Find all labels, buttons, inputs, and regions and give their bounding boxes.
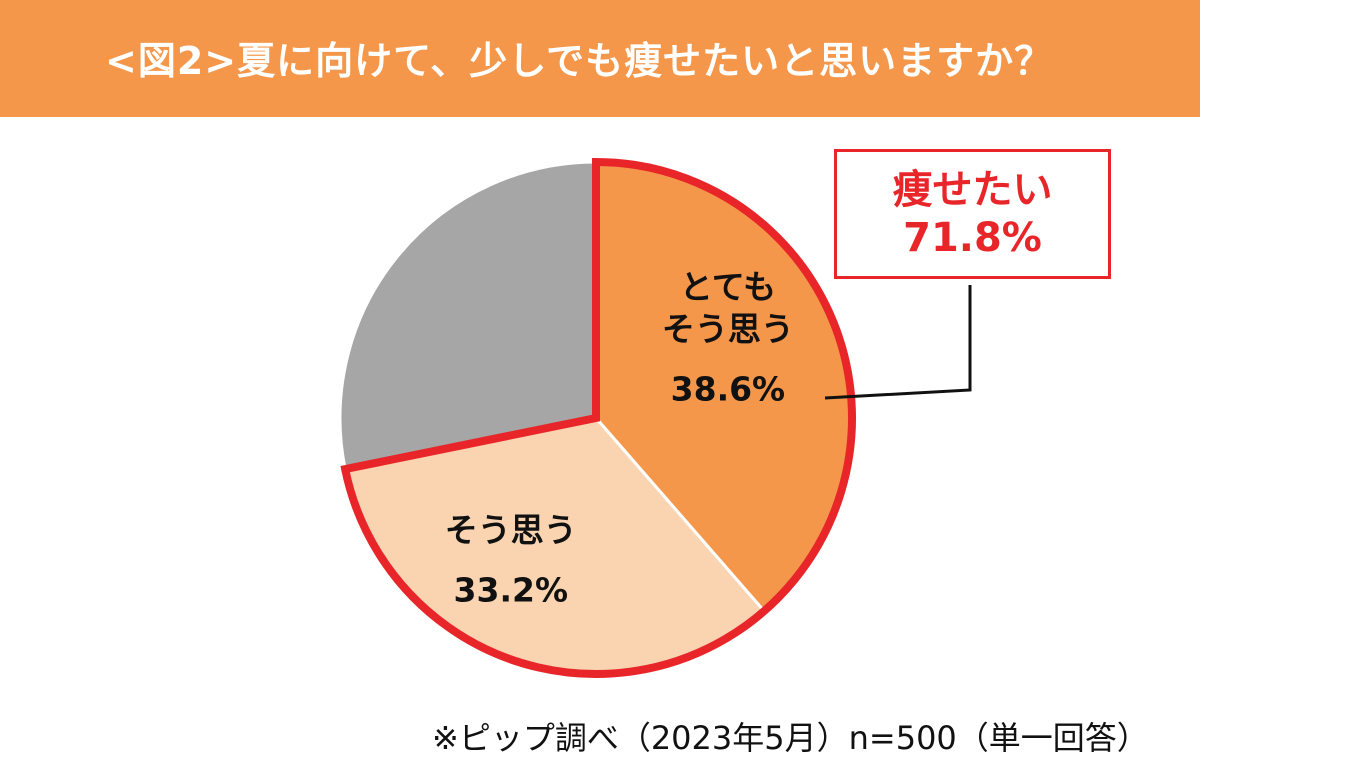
chart-title: <図2>夏に向けて、少しでも痩せたいと思いますか？ — [105, 39, 1054, 83]
slice-value-2: 33.2% — [454, 570, 569, 609]
slice-label-1-line-1: とても — [680, 268, 776, 307]
slice-label-2-line-1: そう思う — [445, 510, 577, 549]
slice-label-1-line-2: そう思う — [662, 310, 794, 349]
callout-label: 痩せたい — [892, 167, 1053, 213]
slice-value-1: 38.6% — [671, 370, 786, 409]
callout-value: 71.8% — [903, 215, 1042, 261]
source-footnote: ※ピップ調べ（2023年5月）n=500（単一回答） — [432, 719, 1149, 757]
highlight-outline — [340, 157, 856, 678]
title-bar: <図2>夏に向けて、少しでも痩せたいと思いますか？ — [0, 0, 1200, 117]
pie-slice-3 — [338, 160, 598, 471]
callout-leader-line — [824, 285, 972, 400]
callout-box: 痩せたい 71.8% — [834, 149, 1111, 279]
